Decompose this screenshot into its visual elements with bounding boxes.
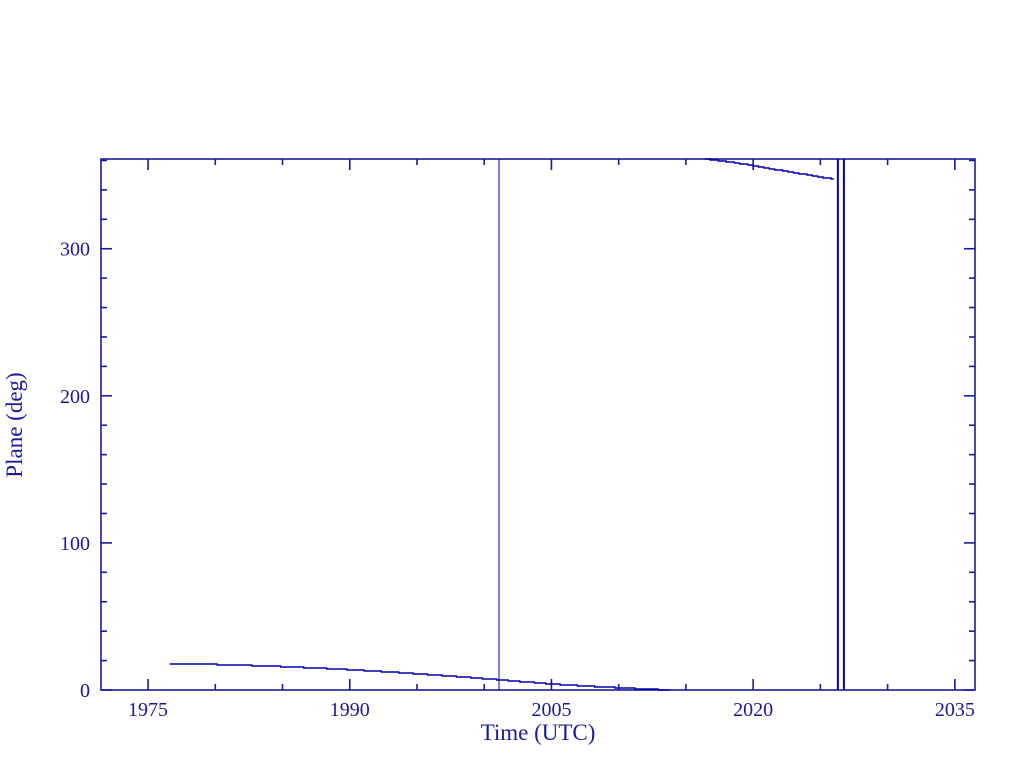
x-tick-label: 2035 — [935, 699, 975, 721]
x-axis-ticks-top — [147, 159, 956, 170]
x-tick-label: 2005 — [531, 699, 571, 721]
x-tick-label: 1990 — [330, 699, 370, 721]
plane-upper-branch — [704, 158, 834, 180]
x-tick-label: 1975 — [128, 699, 168, 721]
y-tick-label: 0 — [80, 680, 90, 702]
y-tick-label: 300 — [60, 239, 90, 261]
x-tick-label: 2020 — [733, 699, 773, 721]
y-axis-ticks-right — [964, 159, 975, 691]
data-series-group — [169, 158, 834, 691]
x-axis-ticks-bottom — [147, 679, 956, 690]
y-tick-label: 200 — [60, 386, 90, 408]
y-axis-ticks-left — [101, 159, 112, 691]
vertical-epoch-markers — [498, 159, 845, 690]
x-axis-tick-labels: 1975 1990 2005 2020 2035 — [128, 699, 975, 721]
y-axis-tick-labels: 0 100 200 300 — [60, 239, 90, 702]
y-axis-title: Plane (deg) — [2, 372, 27, 477]
y-tick-label: 100 — [60, 533, 90, 555]
x-axis-title: Time (UTC) — [481, 720, 596, 745]
plane-lower-branch — [169, 663, 670, 691]
